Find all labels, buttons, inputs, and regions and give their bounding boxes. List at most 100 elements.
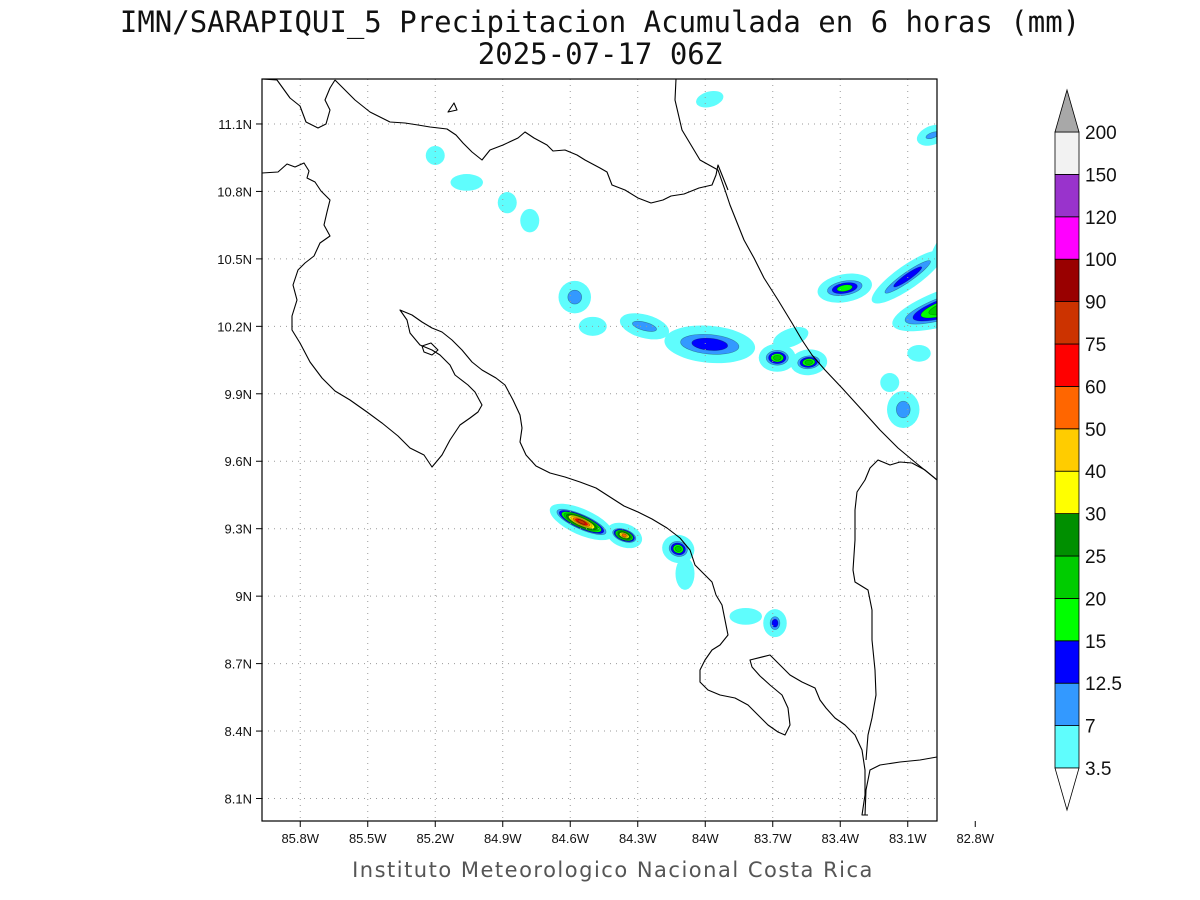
x-tick-label: 84.9W (484, 831, 522, 846)
precip-cell (729, 608, 762, 625)
nicoya-gulf-pacific-coast (262, 162, 868, 816)
y-tick-label: 8.4N (225, 724, 252, 739)
legend-label: 40 (1085, 462, 1106, 483)
precip-cell (558, 280, 591, 314)
y-tick-label: 9.9N (225, 387, 252, 402)
precip-cell (907, 344, 931, 362)
precip-cell (662, 534, 695, 564)
precip-cell (520, 208, 540, 233)
legend-swatch (1054, 470, 1080, 515)
x-tick-label: 82.8W (956, 831, 994, 846)
precip-contour (920, 289, 937, 319)
precip-contour (696, 90, 724, 108)
precip-cell (880, 373, 900, 393)
legend-swatch (1054, 258, 1080, 303)
precip-contour (907, 344, 931, 362)
precip-contour (497, 192, 517, 214)
panama-border-lower (852, 459, 937, 761)
x-axis-ticks: 85.8W 85.5W 85.2W 84.9W 84.6W 84.3W 84W 83.7W 83… (281, 821, 995, 846)
legend-swatch (1054, 131, 1080, 175)
precip-cell (450, 174, 483, 191)
legend-swatch (1054, 428, 1080, 472)
x-tick-label: 85.5W (349, 831, 387, 846)
precip-contour (928, 292, 937, 316)
legend-swatch (1054, 385, 1080, 430)
precip-contour (577, 519, 586, 525)
precip-cell (664, 325, 756, 364)
precip-contour (966, 230, 1008, 265)
x-tick-label: 84.6W (551, 831, 589, 846)
nicoya-island (421, 342, 439, 356)
precip-cell (817, 273, 872, 303)
precip-contour (944, 297, 971, 311)
legend-swatch (1054, 173, 1080, 218)
precip-cell (871, 250, 937, 304)
legend-swatch (1054, 598, 1080, 642)
legend-label: 60 (1085, 377, 1106, 398)
precip-contour (632, 320, 657, 332)
legend-swatch (1054, 301, 1080, 345)
precip-cell (549, 503, 614, 541)
y-tick-label: 9.3N (225, 522, 252, 537)
precip-contour (925, 131, 937, 140)
legend-below-arrow (1054, 767, 1080, 812)
precip-cell (675, 557, 695, 590)
legend-swatch (1054, 343, 1080, 387)
legend-label: 12.5 (1085, 674, 1122, 695)
x-tick-label: 85.8W (281, 831, 319, 846)
y-tick-label: 9.6N (225, 454, 252, 469)
precip-contour (674, 546, 682, 552)
legend-swatch (1054, 216, 1080, 260)
panama-border-upper (864, 756, 937, 816)
precip-contour (951, 87, 999, 124)
map-title: IMN/SARAPIQUI_5 Precipitacion Acumulada … (120, 5, 1080, 40)
x-tick-label: 84W (692, 831, 719, 846)
legend-label: 3.5 (1085, 759, 1111, 780)
y-tick-label: 11.1N (218, 117, 252, 132)
lake-island (447, 102, 458, 113)
plot-area (262, 79, 937, 821)
legend-swatch (1054, 682, 1080, 727)
precip-contour (773, 354, 782, 361)
nicaragua-pacific-coast (262, 79, 336, 129)
precip-contour (967, 100, 984, 113)
precip-cell (696, 90, 724, 108)
precip-cell (425, 145, 445, 165)
precip-contour (675, 557, 695, 590)
precip-cell (773, 326, 809, 349)
y-tick-label: 8.1N (225, 792, 252, 807)
precip-cell (619, 313, 670, 340)
legend-above-arrow (1054, 88, 1080, 133)
precip-cell (758, 343, 796, 372)
y-tick-label: 9N (235, 589, 252, 604)
legend-label: 25 (1085, 547, 1106, 568)
legend-label: 90 (1085, 293, 1106, 314)
precip-contour (957, 91, 994, 120)
legend-swatch (1054, 513, 1080, 557)
precip-contour (880, 373, 900, 393)
precip-contour (804, 359, 813, 365)
y-tick-label: 10.8N (217, 184, 252, 199)
precip-contour (939, 77, 1011, 136)
precip-contour (896, 400, 911, 419)
precip-contour (520, 208, 540, 233)
legend-label: 20 (1085, 589, 1106, 610)
map-subtitle-date: 2025-07-17 06Z (478, 37, 722, 71)
legend-swatch (1054, 640, 1080, 684)
legend-label: 50 (1085, 420, 1106, 441)
footer-credit: Instituto Meteorologico Nacional Costa R… (352, 858, 874, 882)
precip-contour (621, 533, 627, 538)
legend-swatch (1054, 725, 1080, 769)
precip-cell (955, 357, 974, 376)
precip-cell (916, 124, 937, 146)
legend-label: 100 (1085, 250, 1117, 271)
y-tick-label: 10.2N (217, 319, 252, 334)
precip-cell (790, 349, 828, 376)
precip-contour (567, 289, 582, 305)
precip-cell (497, 192, 517, 214)
legend-label: 150 (1085, 165, 1117, 186)
legend-label: 7 (1085, 717, 1096, 738)
y-axis-ticks: 11.1N 10.8N 10.5N 10.2N 9.9N 9.6N 9.3N 9N 8.7N 8.… (217, 117, 262, 807)
precip-contour (836, 284, 853, 292)
